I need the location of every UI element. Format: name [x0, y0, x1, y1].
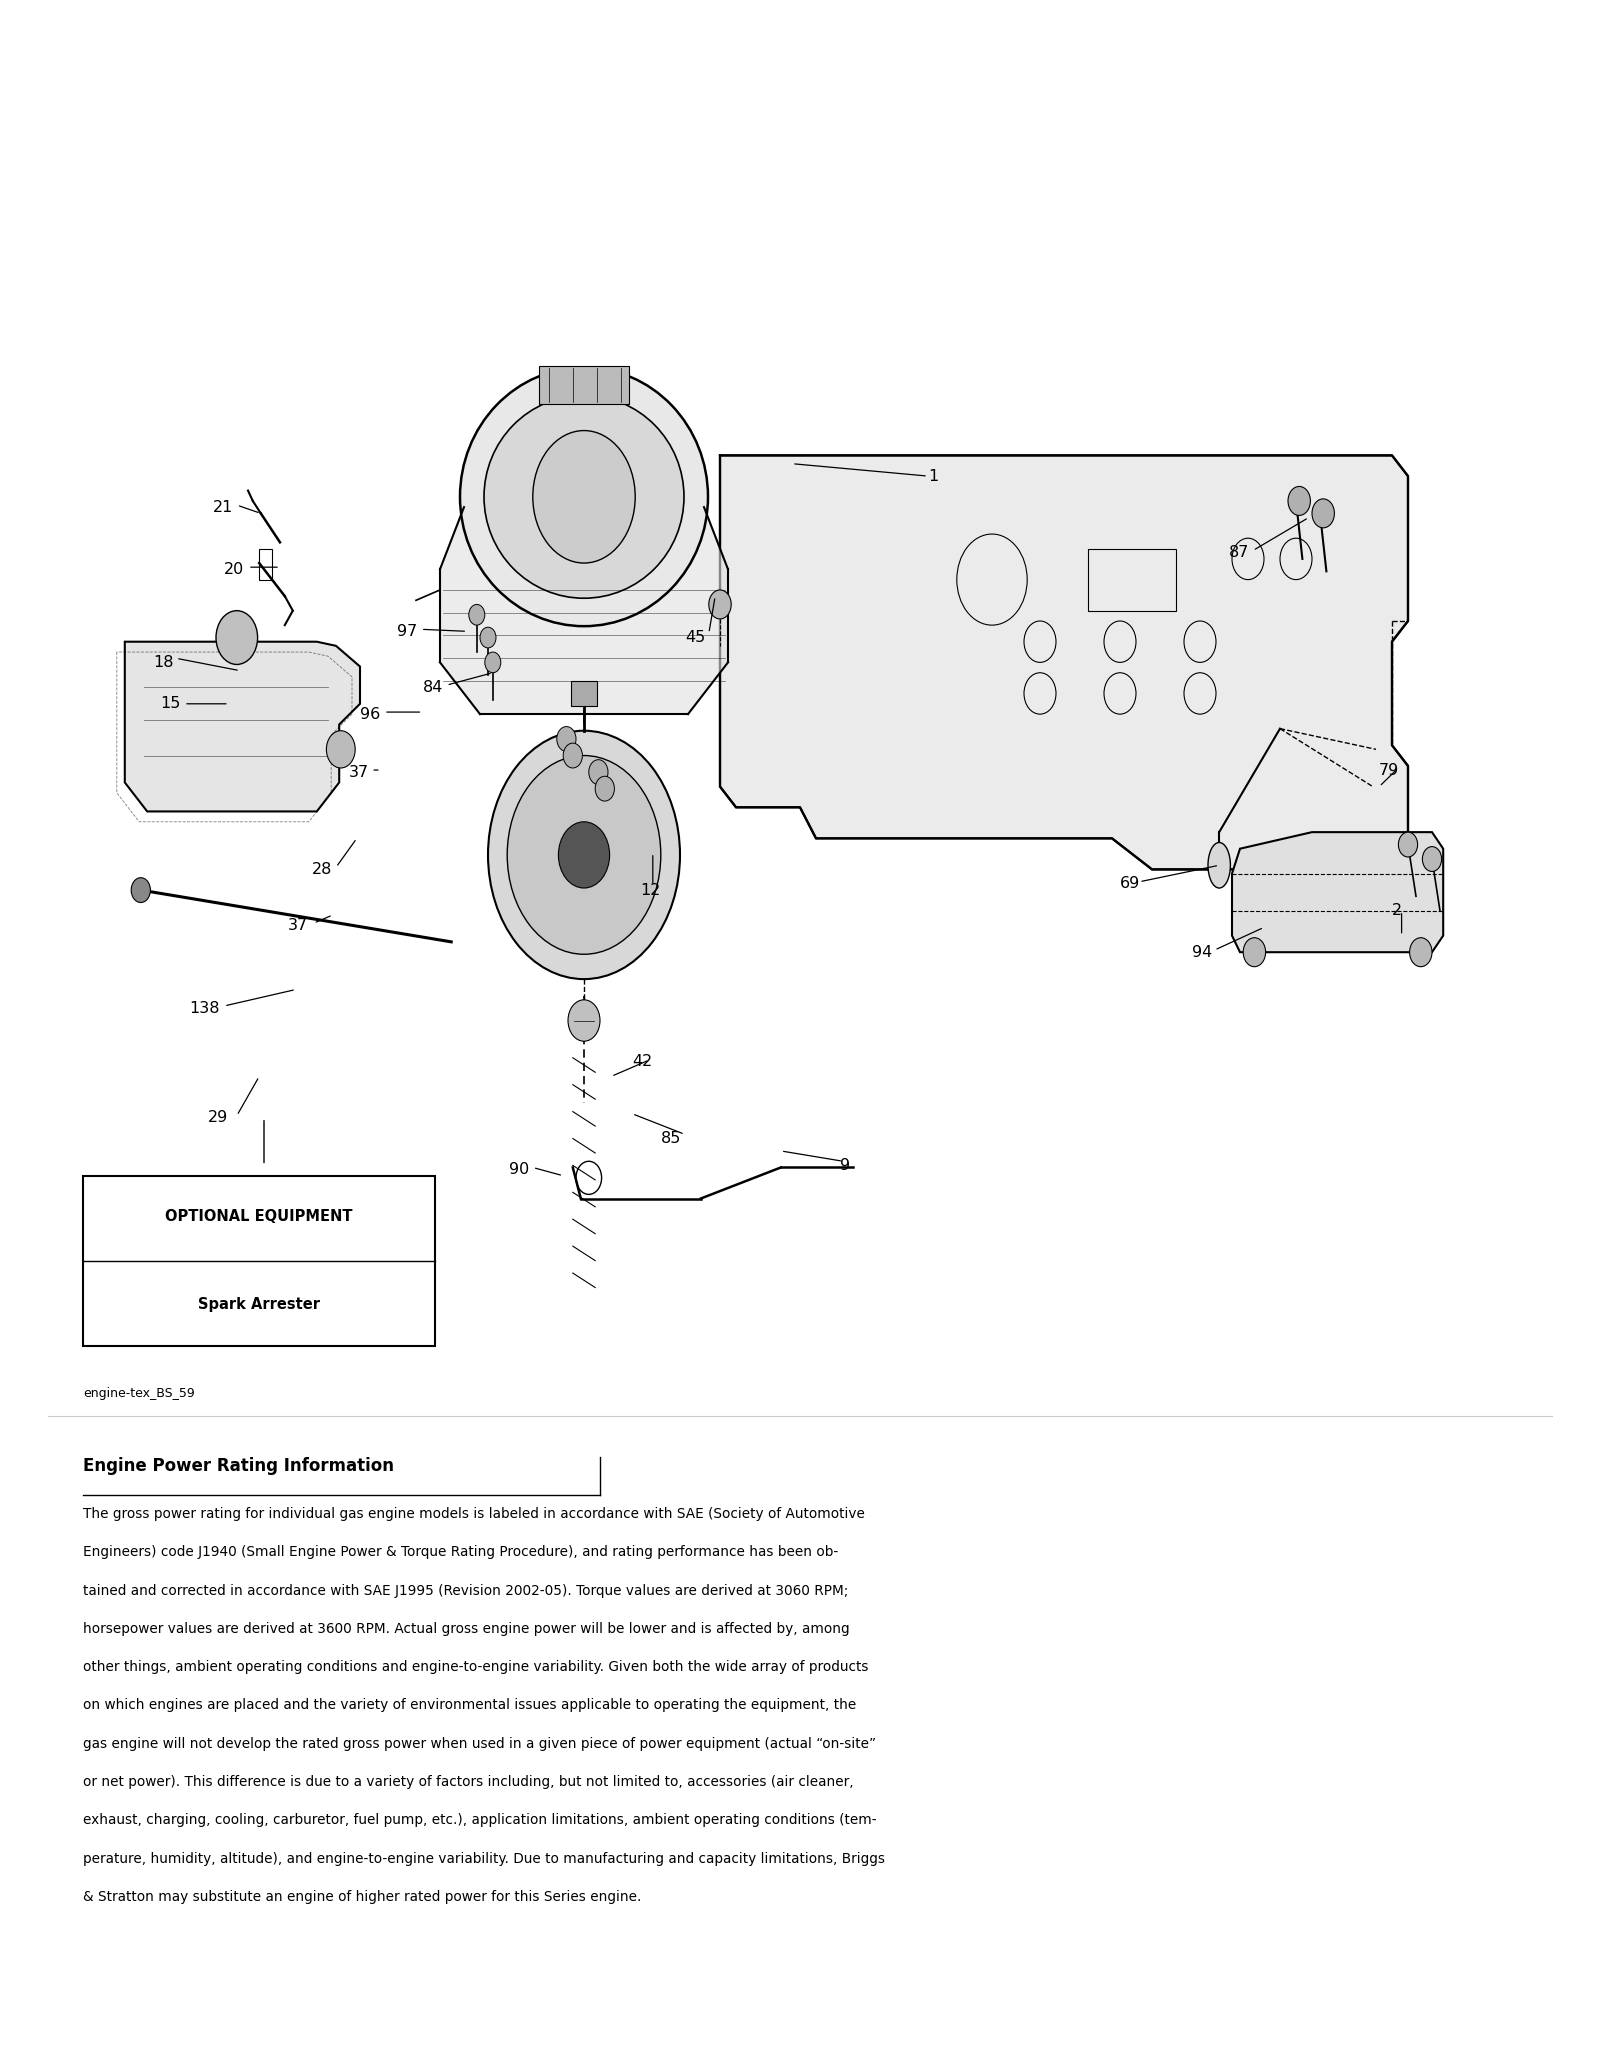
- Circle shape: [216, 611, 258, 664]
- Circle shape: [589, 760, 608, 785]
- Text: 69: 69: [1120, 876, 1141, 892]
- Circle shape: [709, 590, 731, 619]
- Text: horsepower values are derived at 3600 RPM. Actual gross engine power will be low: horsepower values are derived at 3600 RP…: [83, 1623, 850, 1635]
- Circle shape: [595, 776, 614, 801]
- Polygon shape: [440, 507, 728, 714]
- Ellipse shape: [483, 395, 685, 598]
- Text: 37: 37: [288, 917, 309, 934]
- Text: or net power). This difference is due to a variety of factors including, but not: or net power). This difference is due to…: [83, 1774, 854, 1788]
- Text: 15: 15: [160, 696, 181, 712]
- Text: 94: 94: [1192, 944, 1213, 960]
- Text: other things, ambient operating conditions and engine-to-engine variability. Giv: other things, ambient operating conditio…: [83, 1660, 869, 1675]
- Text: 1: 1: [928, 468, 938, 484]
- Circle shape: [485, 652, 501, 673]
- Text: 21: 21: [213, 499, 234, 515]
- Text: 45: 45: [685, 629, 706, 646]
- Text: 84: 84: [422, 679, 443, 696]
- Ellipse shape: [1208, 842, 1230, 888]
- Circle shape: [1410, 938, 1432, 967]
- Bar: [539, 366, 629, 404]
- Text: gas engine will not develop the rated gross power when used in a given piece of : gas engine will not develop the rated gr…: [83, 1737, 877, 1751]
- Circle shape: [1243, 938, 1266, 967]
- Text: engine-tex_BS_59: engine-tex_BS_59: [83, 1387, 195, 1399]
- Text: 97: 97: [397, 623, 418, 640]
- Circle shape: [131, 878, 150, 903]
- Bar: [1088, 549, 1176, 611]
- Text: Engine Power Rating Information: Engine Power Rating Information: [83, 1457, 394, 1476]
- Circle shape: [1398, 832, 1418, 857]
- Text: 138: 138: [189, 1000, 219, 1016]
- Circle shape: [1288, 486, 1310, 515]
- Circle shape: [507, 756, 661, 954]
- Text: 37: 37: [349, 764, 370, 780]
- Text: 2: 2: [1392, 903, 1402, 919]
- Bar: [259, 549, 272, 580]
- Text: Engineers) code J1940 (Small Engine Power & Torque Rating Procedure), and rating: Engineers) code J1940 (Small Engine Powe…: [83, 1544, 838, 1559]
- Text: 18: 18: [154, 654, 174, 671]
- Circle shape: [1422, 847, 1442, 871]
- Text: 29: 29: [208, 1110, 229, 1126]
- Circle shape: [558, 822, 610, 888]
- Text: 79: 79: [1379, 762, 1400, 778]
- Text: 12: 12: [640, 882, 661, 898]
- Circle shape: [568, 1000, 600, 1041]
- Circle shape: [557, 727, 576, 751]
- Text: 85: 85: [661, 1130, 682, 1147]
- Bar: [571, 681, 597, 706]
- Text: perature, humidity, altitude), and engine-to-engine variability. Due to manufact: perature, humidity, altitude), and engin…: [83, 1851, 885, 1865]
- Text: 28: 28: [312, 861, 333, 878]
- Circle shape: [533, 431, 635, 563]
- Polygon shape: [1232, 832, 1443, 952]
- Text: The gross power rating for individual gas engine models is labeled in accordance: The gross power rating for individual ga…: [83, 1507, 866, 1521]
- Text: 90: 90: [509, 1161, 530, 1178]
- Circle shape: [563, 743, 582, 768]
- Text: & Stratton may substitute an engine of higher rated power for this Series engine: & Stratton may substitute an engine of h…: [83, 1890, 642, 1904]
- Ellipse shape: [461, 368, 707, 625]
- Text: on which engines are placed and the variety of environmental issues applicable t: on which engines are placed and the vari…: [83, 1697, 856, 1712]
- Text: tained and corrected in accordance with SAE J1995 (Revision 2002-05). Torque val: tained and corrected in accordance with …: [83, 1584, 848, 1598]
- Text: 96: 96: [360, 706, 381, 722]
- Text: Spark Arrester: Spark Arrester: [198, 1298, 320, 1312]
- Circle shape: [488, 731, 680, 979]
- Text: 42: 42: [632, 1054, 653, 1070]
- Circle shape: [326, 731, 355, 768]
- Circle shape: [1312, 499, 1334, 528]
- Polygon shape: [720, 455, 1408, 869]
- Circle shape: [480, 627, 496, 648]
- Text: 87: 87: [1229, 544, 1250, 561]
- Text: OPTIONAL EQUIPMENT: OPTIONAL EQUIPMENT: [165, 1209, 354, 1223]
- Polygon shape: [125, 642, 360, 811]
- Text: 20: 20: [224, 561, 245, 578]
- Circle shape: [469, 604, 485, 625]
- Text: 9: 9: [840, 1157, 850, 1174]
- Text: exhaust, charging, cooling, carburetor, fuel pump, etc.), application limitation: exhaust, charging, cooling, carburetor, …: [83, 1813, 877, 1828]
